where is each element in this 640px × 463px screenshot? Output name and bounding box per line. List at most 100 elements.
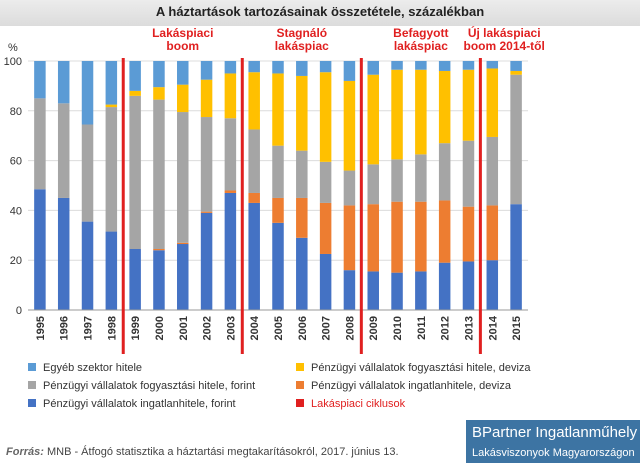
x-tick-label: 1995	[35, 316, 47, 340]
legend-item: Pénzügyi vállalatok ingatlanhitele, fori…	[28, 398, 236, 410]
bar-segment	[367, 164, 379, 205]
x-tick-label: 2010	[392, 316, 404, 340]
bar-segment	[153, 250, 165, 310]
bar-segment	[319, 72, 332, 162]
legend-item: Egyéb szektor hitele	[28, 362, 142, 374]
bar-segment	[129, 95, 141, 249]
bar-segment	[177, 112, 189, 243]
bar-segment	[296, 150, 308, 198]
bar-segment	[462, 140, 475, 207]
bar-segment	[319, 253, 332, 310]
chart-title: A háztartások tartozásainak összetétele,…	[155, 4, 485, 19]
bar-segment	[510, 204, 522, 310]
cycle-annotation: lakáspiac	[275, 39, 329, 53]
bar-segment	[415, 61, 427, 70]
bar-segment	[153, 248, 165, 251]
y-tick-label: 60	[10, 156, 22, 168]
bar-segment	[129, 248, 141, 310]
bar-segment	[224, 61, 237, 74]
x-tick-label: 2004	[249, 315, 261, 340]
bar-segment	[462, 261, 475, 310]
x-tick-label: 2009	[368, 316, 380, 340]
source-text: MNB - Átfogó statisztika a háztartási me…	[43, 446, 399, 458]
bar-segment	[34, 61, 46, 99]
y-tick-label: 100	[4, 56, 22, 68]
bar-segment	[57, 61, 70, 104]
bar-segment	[296, 237, 308, 310]
x-tick-label: 2007	[321, 316, 333, 340]
bar-segment	[177, 242, 189, 245]
bar-segment	[391, 159, 403, 202]
source-label: Forrás:	[6, 446, 44, 458]
chart: 0 20 40 60 80 100% 1995 1996 1997 1998 1999 2000 200…	[4, 26, 545, 354]
bar-segment	[248, 72, 260, 130]
bar-segment	[343, 80, 356, 171]
brand-name: BPartner Ingatlanműhely	[472, 424, 638, 441]
legend-label: Egyéb szektor hitele	[43, 362, 143, 374]
y-tick-label: 40	[10, 205, 22, 217]
bar-segment	[81, 221, 94, 310]
legend-label: Pénzügyi vállalatok ingatlanhitele, devi…	[311, 380, 511, 392]
bar-segment	[200, 61, 213, 80]
legend-swatch	[28, 363, 36, 371]
bar-segment	[391, 61, 403, 70]
bar-segment	[438, 70, 451, 144]
bar-segment	[224, 192, 237, 310]
bar-segment	[367, 204, 379, 272]
bar-segment	[462, 206, 475, 262]
bar-segment	[486, 61, 499, 69]
legend-label: Pénzügyi vállalatok fogyasztási hitele, …	[43, 380, 256, 392]
bar-segment	[200, 211, 213, 213]
x-tick-label: 2011	[416, 316, 428, 340]
bar-segment	[486, 136, 499, 206]
y-tick-label: 0	[16, 305, 22, 317]
x-tick-label: 1998	[106, 316, 118, 340]
legend-item: Lakáspiaci ciklusok	[296, 398, 405, 410]
bar-segment	[486, 68, 499, 137]
legend-swatch	[28, 399, 36, 407]
bar-segment	[415, 271, 427, 310]
bar-segment	[272, 197, 284, 223]
bar-segment	[367, 74, 379, 165]
bar-segment	[153, 87, 165, 100]
bar-segment	[105, 61, 118, 105]
y-unit-label: %	[8, 42, 18, 54]
bar-segment	[272, 61, 284, 74]
x-tick-label: 2006	[297, 316, 309, 340]
bar-segment	[415, 201, 427, 272]
bar-segment	[319, 161, 332, 203]
bar-segment	[224, 118, 237, 191]
x-tick-label: 2000	[154, 316, 166, 340]
cycle-annotation: lakáspiac	[394, 39, 448, 53]
bar-segment	[272, 73, 284, 146]
bar-segment	[391, 272, 403, 310]
bar-segment	[105, 107, 118, 232]
bar-segment	[248, 202, 260, 310]
x-tick-label: 2015	[511, 316, 523, 340]
bar-segment	[438, 262, 451, 310]
cycle-annotation: boom	[166, 39, 199, 53]
legend: Egyéb szektor hitele Pénzügyi vállalatok …	[28, 362, 628, 414]
bar-segment	[81, 61, 94, 125]
bar-segment	[367, 61, 379, 75]
bar-segment	[319, 202, 332, 254]
bar-segment	[224, 73, 237, 119]
title-bar: A háztartások tartozásainak összetétele,…	[0, 0, 640, 26]
bar-segment	[486, 205, 499, 261]
bar-segment	[224, 190, 237, 193]
bar-segment	[391, 69, 403, 160]
x-tick-label: 1997	[83, 316, 95, 340]
bar-segment	[319, 61, 332, 73]
x-tick-label: 2002	[202, 316, 214, 340]
bar-segment	[462, 61, 475, 70]
bar-segment	[248, 192, 260, 203]
bar-segment	[57, 197, 70, 310]
bar-segment	[129, 90, 141, 96]
bar-segment	[415, 69, 427, 155]
x-tick-label: 1996	[59, 316, 71, 340]
bar-segment	[81, 124, 94, 222]
bar-segment	[510, 61, 522, 71]
x-tick-label: 2008	[344, 316, 356, 340]
bar-segment	[248, 61, 260, 73]
bar-segment	[177, 244, 189, 310]
